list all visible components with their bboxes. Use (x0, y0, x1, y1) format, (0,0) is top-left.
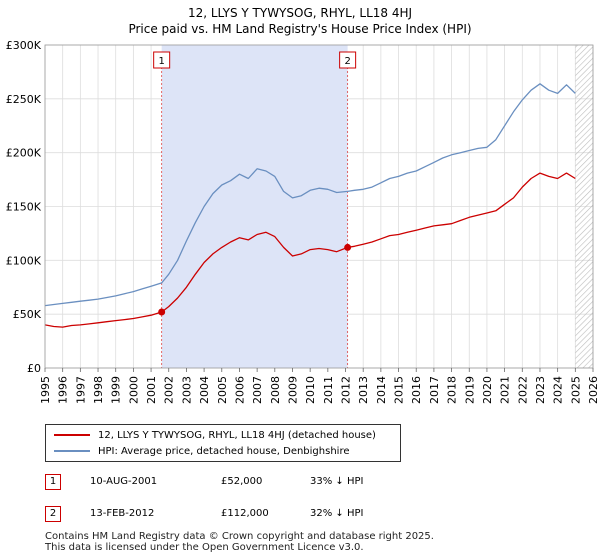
plot-frame (44, 44, 594, 369)
y-tick-label: £100K (6, 254, 42, 267)
sale-price: £112,000 (221, 508, 269, 519)
x-tick-label: 2022 (516, 376, 529, 404)
x-tick-label: 2023 (534, 376, 547, 404)
sale-hpi-diff: 33% ↓ HPI (310, 476, 364, 487)
x-tick-label: 2019 (463, 376, 476, 404)
x-tick-label: 2015 (393, 376, 406, 404)
legend-item-price-paid: 12, LLYS Y TYWYSOG, RHYL, LL18 4HJ (deta… (54, 428, 376, 444)
x-tick-label: 2024 (552, 376, 565, 404)
sale-row: 2 13-FEB-2012 £112,000 32% ↓ HPI (45, 506, 565, 524)
legend-label-hpi: HPI: Average price, detached house, Denb… (98, 446, 350, 457)
x-tick-label: 2018 (446, 376, 459, 404)
x-tick-label: 2013 (357, 376, 370, 404)
x-tick-label: 1997 (74, 376, 87, 404)
x-tick-label: 2009 (286, 376, 299, 404)
x-tick-label: 2012 (340, 376, 353, 404)
y-tick-label: £200K (6, 147, 42, 160)
hatched-forecast-region (575, 45, 593, 368)
sale-row: 1 10-AUG-2001 £52,000 33% ↓ HPI (45, 474, 565, 492)
sale-price: £52,000 (221, 476, 263, 487)
sale-point (344, 243, 352, 251)
sale-date: 13-FEB-2012 (90, 508, 155, 519)
legend-swatch-price-paid (54, 434, 90, 436)
sale-number-badge: 2 (45, 506, 61, 522)
footer-line-copyright: Contains HM Land Registry data © Crown c… (45, 531, 434, 542)
price-chart: 12, LLYS Y TYWYSOG, RHYL, LL18 4HJ Price… (6, 6, 600, 404)
x-tick-label: 2006 (233, 376, 246, 404)
y-tick-label: £300K (6, 39, 42, 52)
x-tick-label: 2003 (180, 376, 193, 404)
x-tick-label: 2011 (322, 376, 335, 404)
x-tick-label: 2002 (163, 376, 176, 404)
x-tick-label: 2010 (304, 376, 317, 404)
series-line-price-paid (45, 172, 576, 328)
footer-line-licence: This data is licensed under the Open Gov… (45, 542, 364, 553)
x-tick-label: 2008 (269, 376, 282, 404)
x-tick-label: 2001 (145, 376, 158, 404)
y-tick-label: £0 (27, 362, 41, 375)
x-tick-label: 1999 (110, 376, 123, 404)
chart-legend: 12, LLYS Y TYWYSOG, RHYL, LL18 4HJ (deta… (45, 424, 401, 462)
sale-date: 10-AUG-2001 (90, 476, 158, 487)
chart-title: 12, LLYS Y TYWYSOG, RHYL, LL18 4HJ (188, 6, 412, 20)
sale-point (158, 308, 166, 316)
x-tick-label: 2020 (481, 376, 494, 404)
x-tick-label: 2004 (198, 376, 211, 404)
sale-number-box (339, 51, 357, 69)
x-tick-label: 2016 (410, 376, 423, 404)
series-line-hpi (45, 83, 576, 307)
sale-number-badge: 1 (45, 474, 61, 490)
x-tick-label: 2014 (375, 376, 388, 404)
x-tick-label: 1996 (57, 376, 70, 404)
sale-hpi-diff: 32% ↓ HPI (310, 508, 364, 519)
shaded-ownership-region (161, 45, 348, 368)
x-tick-label: 2025 (569, 376, 582, 404)
legend-item-hpi: HPI: Average price, detached house, Denb… (54, 444, 349, 460)
sale-number-box (153, 51, 171, 69)
legend-swatch-hpi (54, 450, 90, 452)
legend-label-price-paid: 12, LLYS Y TYWYSOG, RHYL, LL18 4HJ (deta… (98, 430, 376, 441)
y-tick-label: £250K (6, 93, 42, 106)
attribution-footer: Contains HM Land Registry data © Crown c… (45, 531, 434, 553)
x-tick-label: 2017 (428, 376, 441, 404)
sale-number-label: 2 (344, 56, 350, 67)
x-tick-label: 2007 (251, 376, 264, 404)
y-tick-label: £150K (6, 201, 42, 214)
x-tick-label: 2005 (216, 376, 229, 404)
y-tick-label: £50K (13, 308, 42, 321)
x-tick-label: 2000 (127, 376, 140, 404)
chart-subtitle: Price paid vs. HM Land Registry's House … (128, 22, 471, 36)
sale-number-label: 1 (158, 56, 164, 67)
x-tick-label: 1998 (92, 376, 105, 404)
x-tick-label: 2026 (587, 376, 600, 404)
x-tick-label: 2021 (499, 376, 512, 404)
x-tick-label: 1995 (39, 376, 52, 404)
